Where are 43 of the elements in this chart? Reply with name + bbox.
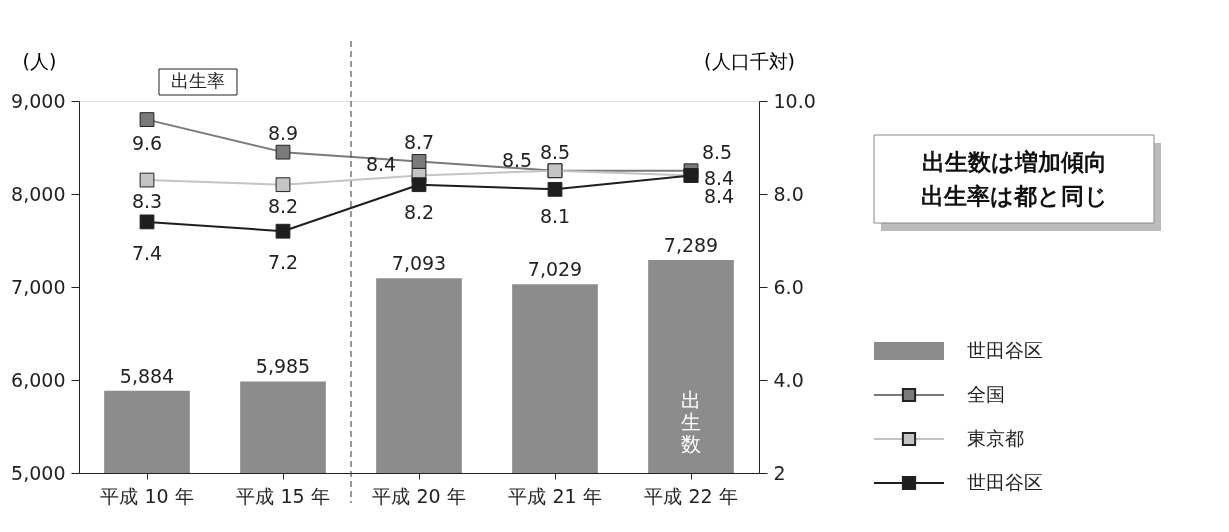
data-label: 5,884 (119, 364, 175, 387)
x-tick-label: 平成 22 年 (644, 484, 738, 507)
y-tick-label: 5,000 (11, 461, 66, 484)
data-label: 8.5 (501, 148, 533, 171)
data-label: 8.4 (365, 153, 397, 176)
y-tick-label: 8,000 (11, 182, 66, 205)
legend-label: 全国 (967, 383, 1005, 405)
y-tick-label: 6,000 (11, 368, 66, 391)
text: 出生数は増加傾向 (921, 149, 1107, 175)
y-tick-label: 7,000 (11, 275, 66, 298)
x-tick-label: 平成 20 年 (372, 484, 466, 507)
data-label: 8.7 (403, 131, 435, 154)
y2-tick-label: 8.0 (773, 182, 804, 205)
legend-label: 東京都 (967, 427, 1024, 449)
data-label: 9.6 (131, 131, 163, 154)
data-label: 8.5 (701, 140, 733, 163)
legend-label: 世田谷区 (967, 471, 1043, 493)
y2-axis-title: (人口千対) (704, 49, 795, 72)
y-axis-title: (人) (22, 49, 57, 72)
text: 出生率は都と同じ (920, 183, 1108, 209)
data-label: 7,289 (663, 234, 719, 257)
x-tick-label: 平成 10 年 (100, 484, 194, 507)
y2-tick-label: 6.0 (773, 275, 804, 298)
data-label: 7.4 (131, 241, 163, 264)
x-tick-label: 平成 15 年 (236, 484, 330, 507)
data-label: 8.5 (539, 140, 571, 163)
data-label: 7,093 (391, 252, 447, 275)
text: 出生率 (171, 70, 225, 91)
data-label: 8.9 (267, 122, 299, 145)
annotation: 出生数 (681, 388, 701, 456)
y2-tick-label: 10.0 (773, 89, 816, 112)
y2-tick-label: 2 (773, 461, 786, 484)
data-label: 8.2 (403, 200, 435, 223)
data-label: 7.2 (267, 251, 299, 274)
x-tick-label: 平成 21 年 (508, 484, 602, 507)
data-label: 7,029 (527, 258, 583, 281)
y-tick-label: 9,000 (11, 89, 66, 112)
data-label: 8.1 (539, 205, 571, 228)
data-label: 5,985 (255, 355, 311, 378)
data-label: 8.2 (267, 194, 299, 217)
y2-tick-label: 4.0 (773, 368, 804, 391)
data-label: 8.3 (131, 190, 163, 213)
legend-label: 世田谷区 (967, 339, 1043, 361)
